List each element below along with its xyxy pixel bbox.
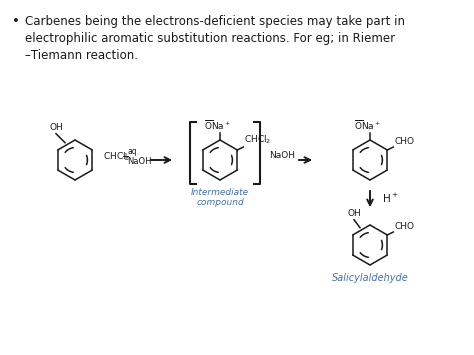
Text: CHO: CHO	[394, 222, 414, 231]
Text: H$^+$: H$^+$	[382, 191, 399, 204]
Text: aq: aq	[128, 147, 137, 157]
Text: OH: OH	[49, 123, 63, 132]
Text: +: +	[121, 152, 129, 162]
Text: Carbenes being the electrons-deficient species may take part in: Carbenes being the electrons-deficient s…	[25, 15, 405, 28]
Text: CHO: CHO	[394, 137, 414, 146]
Text: CHCl$_2$: CHCl$_2$	[244, 133, 272, 146]
Text: CHCl$_3$: CHCl$_3$	[103, 151, 130, 163]
Text: NaOH: NaOH	[127, 157, 152, 165]
Text: compound: compound	[196, 198, 244, 207]
Text: –Tiemann reaction.: –Tiemann reaction.	[25, 49, 138, 62]
Text: electrophilic aromatic substitution reactions. For eg; in Riemer: electrophilic aromatic substitution reac…	[25, 32, 395, 45]
Text: •: •	[12, 15, 20, 28]
Text: Intermediate: Intermediate	[191, 188, 249, 197]
Text: NaOH: NaOH	[269, 151, 295, 159]
Text: $\overline{\mathrm{O}}$Na$^+$: $\overline{\mathrm{O}}$Na$^+$	[204, 118, 232, 132]
Text: OH: OH	[347, 209, 361, 218]
Text: $\overline{\mathrm{O}}$Na$^+$: $\overline{\mathrm{O}}$Na$^+$	[355, 118, 382, 132]
Text: Salicylaldehyde: Salicylaldehyde	[332, 273, 409, 283]
